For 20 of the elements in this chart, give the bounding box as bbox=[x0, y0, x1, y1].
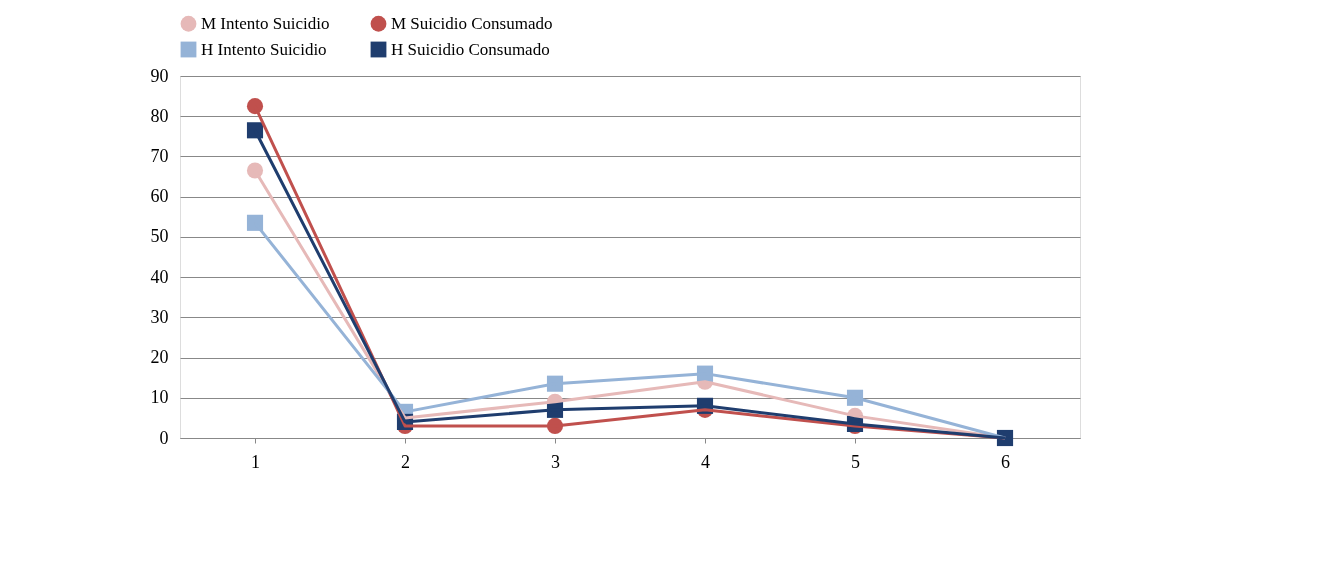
y-tick-label: 90 bbox=[150, 65, 169, 86]
y-tick-label: 70 bbox=[150, 145, 169, 166]
y-tick-label: 20 bbox=[150, 347, 169, 368]
y-tick-label: 30 bbox=[150, 306, 169, 327]
y-tick-label: 0 bbox=[159, 427, 169, 448]
x-tick-label: 2 bbox=[401, 451, 410, 472]
x-tick-label: 6 bbox=[1001, 451, 1010, 472]
x-tick-label: 5 bbox=[851, 451, 860, 472]
x-tick-label: 1 bbox=[251, 451, 260, 472]
x-tick-label: 4 bbox=[701, 451, 710, 472]
y-tick-label: 10 bbox=[150, 387, 169, 408]
legend-label: H Suicidio Consumado bbox=[391, 39, 550, 59]
y-tick-label: 60 bbox=[150, 186, 169, 207]
legend-label: M Intento Suicidio bbox=[201, 13, 330, 33]
x-tick-label: 3 bbox=[551, 451, 560, 472]
y-tick-label: 40 bbox=[150, 266, 169, 287]
legend-label: H Intento Suicidio bbox=[201, 39, 327, 59]
y-tick-label: 80 bbox=[150, 105, 169, 126]
y-tick-label: 50 bbox=[150, 226, 169, 247]
legend-label: M Suicidio Consumado bbox=[391, 13, 553, 33]
